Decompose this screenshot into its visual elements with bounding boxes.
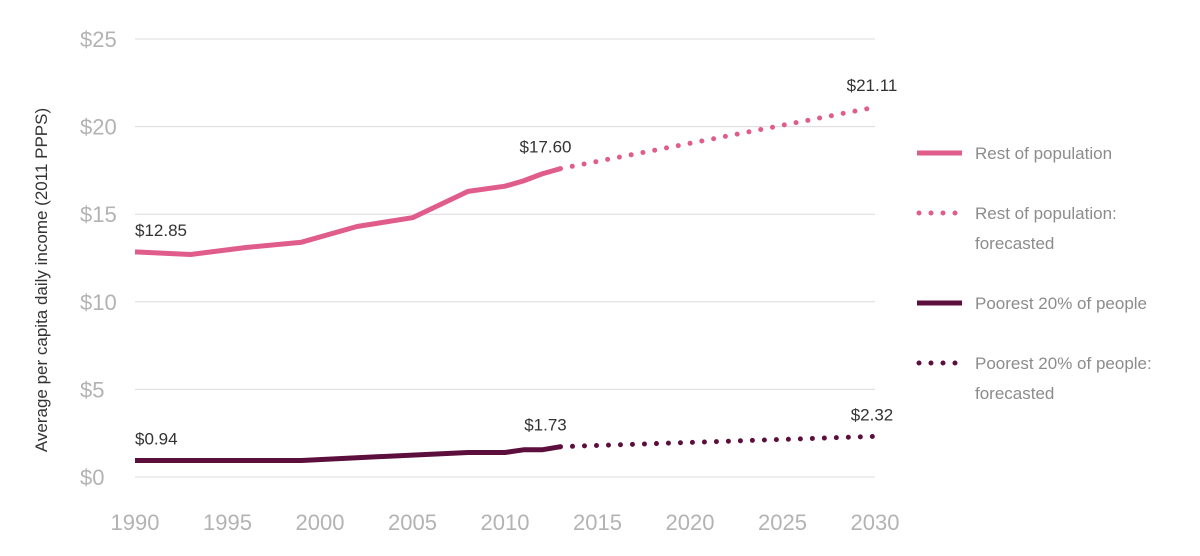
data-label: $17.60 [520, 138, 572, 157]
x-tick-label: 2025 [758, 510, 807, 535]
data-label: $2.32 [851, 405, 894, 424]
series-line-poorest-20-of-people [135, 444, 561, 463]
y-tick-label: $25 [80, 27, 117, 52]
data-labels: $12.85 $17.60 $21.11 $0.94 $1.73 $2.32 [135, 76, 897, 448]
series-lines [134, 104, 878, 463]
x-tick-label: 1995 [203, 510, 252, 535]
legend-label: Rest of population: [975, 204, 1117, 223]
data-label: $12.85 [135, 221, 187, 240]
series-line-poorest-20-of-people-forecasted [558, 433, 878, 450]
grid-lines [135, 38, 875, 478]
x-axis-tick-labels: 1990 1995 2000 2005 2010 2015 2020 2025 2030 [111, 510, 900, 535]
legend-label: Poorest 20% of people [975, 294, 1147, 313]
y-axis-label: Average per capita daily income (2011 PP… [32, 108, 51, 452]
y-tick-label: $0 [80, 465, 104, 490]
data-label: $0.94 [135, 430, 178, 449]
x-tick-label: 2015 [573, 510, 622, 535]
x-tick-label: 1990 [111, 510, 160, 535]
legend-item: Rest of population [917, 144, 1112, 163]
y-tick-label: $15 [80, 202, 117, 227]
legend: Rest of population Rest of population: for… [916, 144, 1152, 403]
data-label: $1.73 [524, 416, 567, 435]
legend-item: Poorest 20% of people: forecasted [916, 354, 1152, 403]
series-line-rest-of-population [134, 166, 562, 257]
x-tick-label: 2005 [388, 510, 437, 535]
legend-label: forecasted [975, 384, 1054, 403]
x-tick-label: 2030 [851, 510, 900, 535]
series-line-rest-of-population-forecasted [558, 104, 878, 172]
x-tick-label: 2020 [666, 510, 715, 535]
data-label: $21.11 [847, 76, 898, 95]
x-tick-label: 2000 [296, 510, 345, 535]
y-axis-tick-labels: $0 $5 $10 $15 $20 $25 [80, 27, 117, 490]
y-tick-label: $10 [80, 290, 117, 315]
legend-label: Rest of population [975, 144, 1112, 163]
legend-label: forecasted [975, 234, 1054, 253]
x-tick-label: 2010 [481, 510, 530, 535]
legend-item: Rest of population: forecasted [916, 204, 1117, 253]
legend-item: Poorest 20% of people [917, 294, 1147, 313]
y-tick-label: $20 [80, 115, 117, 140]
legend-label: Poorest 20% of people: [975, 354, 1152, 373]
y-tick-label: $5 [80, 377, 104, 402]
